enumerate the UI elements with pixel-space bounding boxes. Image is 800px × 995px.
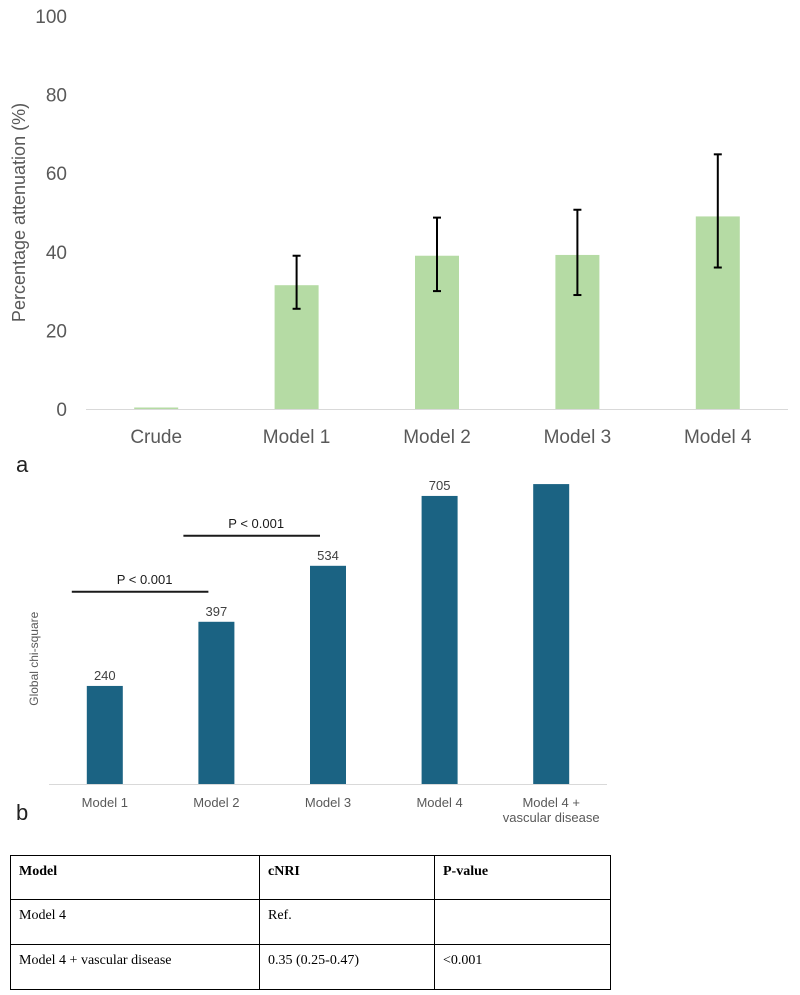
comparison-label: P < 0.001 <box>228 516 284 531</box>
panel-label-a: a <box>16 452 29 477</box>
table-cell-model: Model 4 + vascular disease <box>10 944 260 990</box>
data-label: 734 <box>540 480 562 481</box>
data-label: 240 <box>94 668 116 683</box>
x-tick-label: Crude <box>130 427 182 448</box>
y-tick-label: 60 <box>46 164 67 185</box>
table-cell-cnri: 0.35 (0.25-0.47) <box>259 944 435 990</box>
panel-label-b: b <box>16 800 29 825</box>
x-tick-label: vascular disease <box>503 810 600 825</box>
table-header-cnri: cNRI <box>259 855 435 900</box>
chi-square-chart: Global chi-square 240 Model 1 397 Model 2 534… <box>27 480 607 825</box>
y-tick-label: 80 <box>46 86 67 107</box>
table-row: Model 4 + vascular disease 0.35 (0.25-0.… <box>10 944 611 990</box>
bar <box>421 495 458 784</box>
y-axis-title: Percentage attenuation (%) <box>9 103 29 322</box>
bar <box>310 565 346 784</box>
table-header-p-value: P-value <box>434 855 611 900</box>
y-tick-label: 40 <box>46 243 67 264</box>
data-label: 705 <box>429 480 451 493</box>
y-tick-label: 100 <box>35 7 67 28</box>
x-tick-label: Model 1 <box>82 795 128 810</box>
y-tick-label: 0 <box>56 400 67 421</box>
table-cell-model: Model 4 <box>10 899 260 945</box>
comparison-label: P < 0.001 <box>117 572 173 587</box>
y-tick-label: 20 <box>46 321 67 342</box>
x-tick-label: Model 4 + <box>522 795 579 810</box>
bar <box>198 621 235 784</box>
x-tick-label: Model 1 <box>263 427 331 448</box>
table-header-row: Model cNRI P-value <box>10 855 611 900</box>
data-label: 397 <box>206 604 228 619</box>
x-tick-label: Model 3 <box>305 795 351 810</box>
table-cell-p-value: <0.001 <box>434 944 611 990</box>
table-header-model: Model <box>10 855 260 900</box>
cnri-table: Model cNRI P-value Model 4 Ref. Model 4 … <box>10 855 611 990</box>
x-tick-label: Model 4 <box>416 795 462 810</box>
bar <box>86 685 123 784</box>
attenuation-chart: 0 20 40 60 80 100 Percentage attenuation (%) Cr… <box>9 7 788 448</box>
bar <box>533 484 570 784</box>
table-cell-p-value <box>434 899 611 945</box>
x-tick-label: Model 2 <box>403 427 471 448</box>
x-tick-label: Model 4 <box>684 427 752 448</box>
x-tick-label: Model 2 <box>193 795 239 810</box>
table-row: Model 4 Ref. <box>10 899 611 945</box>
bar <box>134 407 179 409</box>
x-tick-label: Model 3 <box>544 427 612 448</box>
table-cell-cnri: Ref. <box>259 899 435 945</box>
data-label: 534 <box>317 548 339 563</box>
y-axis-title: Global chi-square <box>27 611 41 705</box>
